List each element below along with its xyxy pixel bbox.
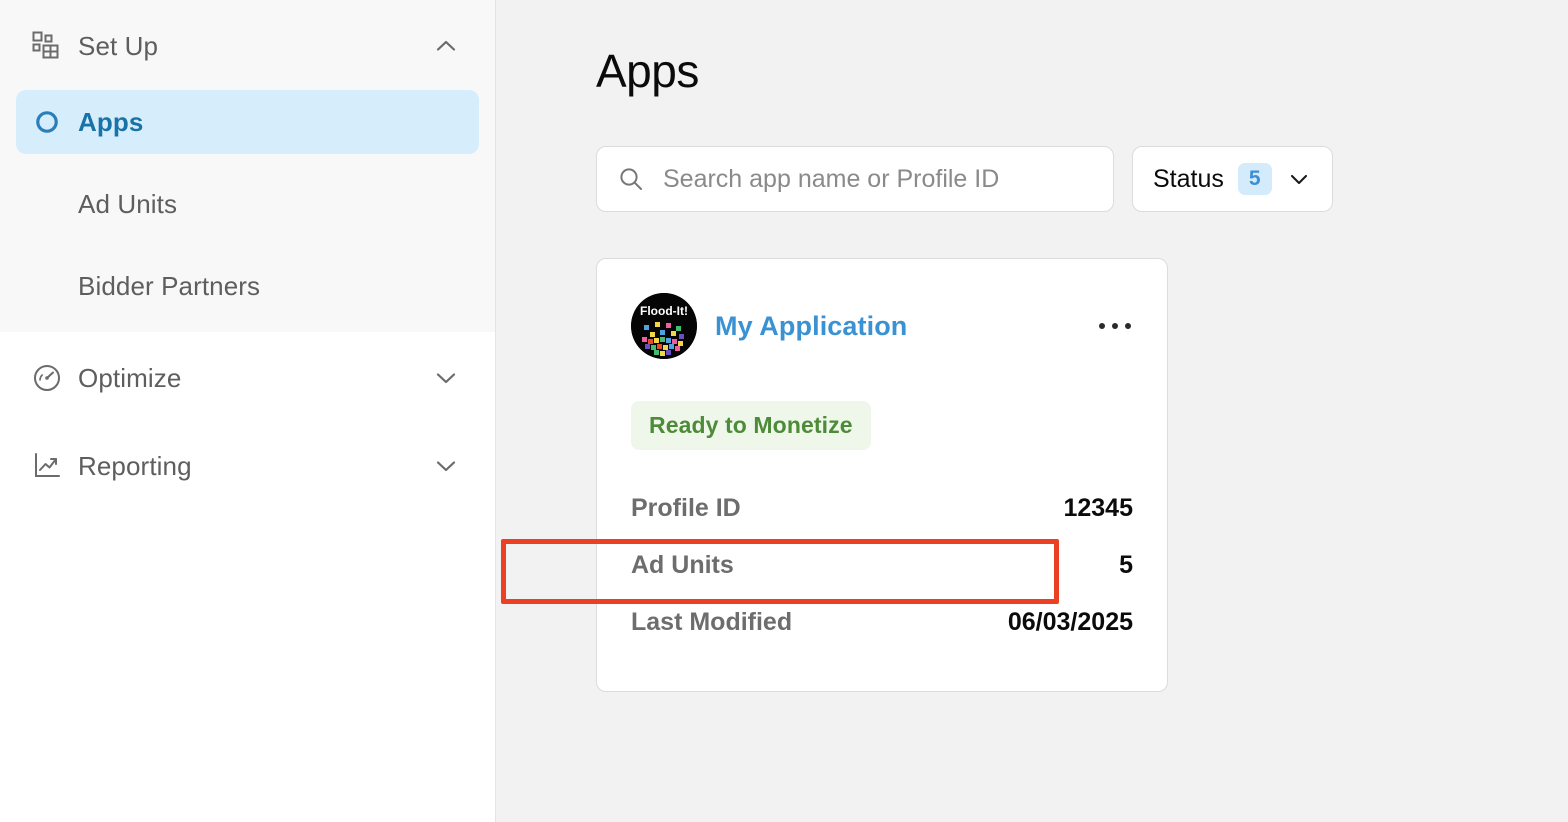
ellipsis-horizontal-icon[interactable]	[1097, 317, 1133, 335]
speedometer-icon	[30, 361, 64, 395]
sidebar-group-header-optimize[interactable]: Optimize	[0, 344, 495, 412]
chevron-down-icon[interactable]	[431, 451, 461, 481]
detail-row-ad-units: Ad Units 5	[631, 537, 1133, 594]
sidebar-item-label-apps: Apps	[78, 106, 144, 137]
sidebar-group-header-reporting[interactable]: Reporting	[0, 432, 495, 500]
sidebar-item-label-ad-units: Ad Units	[78, 188, 178, 219]
search-placeholder: Search app name or Profile ID	[663, 164, 1000, 193]
sidebar-item-apps[interactable]: Apps	[16, 90, 479, 154]
sidebar-item-label-bidder-partners: Bidder Partners	[78, 270, 261, 301]
app-card-header: Flood-It! My Application	[631, 293, 1133, 359]
circle-outline-icon	[30, 105, 64, 139]
sidebar-group-optimize: Optimize	[0, 344, 495, 412]
sidebar-group-header-set-up[interactable]: Set Up	[0, 12, 495, 80]
app-card: Flood-It! My Application Ready to Moneti…	[596, 258, 1168, 692]
detail-value: 5	[1119, 551, 1133, 579]
chevron-down-icon[interactable]	[1286, 166, 1312, 192]
sidebar-group-set-up: Set Up Apps Ad Uni	[0, 0, 495, 332]
detail-row-last-modified: Last Modified 06/03/2025	[631, 594, 1133, 651]
filter-row: Search app name or Profile ID Status 5	[596, 146, 1568, 212]
sidebar-group-label: Set Up	[78, 30, 159, 61]
app-avatar: Flood-It!	[631, 293, 697, 359]
main-content: Apps Search app name or Profile ID Statu…	[496, 0, 1568, 822]
sidebar-item-bidder-partners[interactable]: Bidder Partners	[16, 254, 479, 318]
page-title: Apps	[596, 45, 699, 97]
sidebar-group-reporting: Reporting	[0, 432, 495, 500]
detail-value: 06/03/2025	[1007, 608, 1133, 636]
status-filter-count-badge: 5	[1237, 163, 1272, 195]
app-name-link[interactable]: My Application	[715, 310, 908, 341]
detail-key: Last Modified	[631, 608, 793, 636]
status-filter-dropdown[interactable]: Status 5	[1132, 146, 1333, 212]
chevron-down-icon[interactable]	[431, 363, 461, 393]
sidebar-group-label: Optimize	[78, 362, 182, 393]
detail-key: Profile ID	[631, 494, 741, 522]
status-badge: Ready to Monetize	[631, 401, 871, 450]
status-filter-label: Status	[1153, 164, 1224, 193]
line-chart-up-icon	[30, 449, 64, 483]
chevron-up-icon[interactable]	[431, 31, 461, 61]
svg-text:Flood-It!: Flood-It!	[640, 304, 688, 318]
detail-value: 12345	[1063, 494, 1133, 522]
search-input[interactable]: Search app name or Profile ID	[596, 146, 1114, 212]
grid-blocks-icon	[30, 29, 64, 63]
search-icon	[617, 165, 645, 193]
sidebar-group-label: Reporting	[78, 450, 192, 481]
sidebar: Set Up Apps Ad Uni	[0, 0, 496, 822]
detail-key: Ad Units	[631, 551, 734, 579]
sidebar-item-ad-units[interactable]: Ad Units	[16, 172, 479, 236]
detail-row-profile-id: Profile ID 12345	[631, 480, 1133, 537]
